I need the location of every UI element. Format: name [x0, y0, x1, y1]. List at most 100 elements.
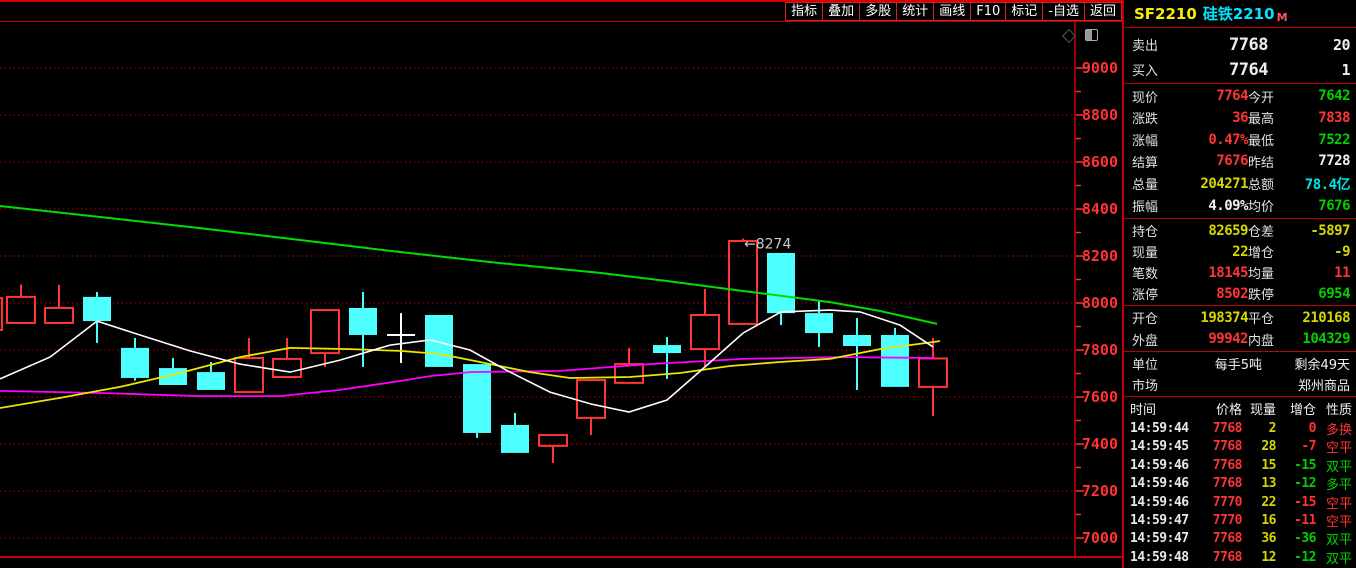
candle-body-down: [83, 296, 111, 322]
quote-label: 均量: [1248, 267, 1275, 282]
candle-body-down: [881, 334, 909, 387]
quote-value: 82659: [1208, 222, 1248, 239]
quote-label: 总额: [1248, 178, 1275, 194]
candle-body-down: [349, 307, 377, 335]
quote-label: 笔数: [1132, 267, 1159, 282]
ma-yellow: [0, 340, 941, 409]
tick-nature: 多换: [1325, 423, 1352, 438]
toolbar: 指标 叠加 多股 统计 画线 F10 标记 -自选 返回: [0, 0, 1122, 22]
info-value: 郑州商品: [1297, 379, 1350, 395]
tick-price: 7768: [1212, 531, 1243, 547]
quote-label: 跌停: [1248, 288, 1275, 303]
quote-label: 增仓: [1248, 246, 1275, 261]
toolbar-button-draw-line[interactable]: 画线: [933, 2, 972, 21]
quote-value: 99942: [1208, 331, 1248, 348]
candle-body-up: [234, 356, 264, 394]
tick-row: 14:59:46 7770 22 -15 空平: [1124, 493, 1356, 512]
quote-row: 笔数 18145 均量 11: [1124, 263, 1356, 283]
candle-body-up: [690, 313, 720, 351]
quote-value: 7676: [1318, 197, 1350, 214]
tick-nature: 空平: [1325, 514, 1352, 530]
quote-value: 7838: [1318, 109, 1350, 126]
tick-volume: 13: [1261, 476, 1276, 492]
quote-label: 现量: [1132, 246, 1159, 261]
tick-time: 14:59:44: [1130, 421, 1189, 436]
toolbar-button-watchlist[interactable]: -自选: [1042, 2, 1085, 21]
tick-time: 14:59:46: [1130, 494, 1189, 510]
quote-value: 104329: [1302, 331, 1350, 348]
y-axis-label: 9000: [1082, 59, 1118, 77]
toolbar-button-multi-stock[interactable]: 多股: [859, 2, 898, 21]
y-axis-label: 8400: [1082, 200, 1118, 218]
quote-label: 均价: [1248, 200, 1275, 216]
tick-position-change: -7: [1301, 439, 1316, 455]
quote-value: 7676: [1216, 153, 1248, 170]
info-label: 单位: [1132, 357, 1159, 373]
toolbar-button-indicator[interactable]: 指标: [785, 2, 824, 21]
quote-value: 22: [1232, 243, 1248, 260]
candle-body-up: [728, 239, 758, 325]
toolbar-button-back[interactable]: 返回: [1083, 2, 1122, 21]
bid-ask-block: 卖出 7768 20 买入 7764 1: [1124, 28, 1356, 84]
y-axis-label: 8800: [1082, 106, 1118, 124]
toolbar-button-statistics[interactable]: 统计: [896, 2, 935, 21]
contract-name: 硅铁2210: [1202, 5, 1275, 23]
quote-row: 涨幅 0.47% 最低 7522: [1124, 130, 1356, 150]
contract-info-section: 单位 每手5吨 剩余49天 市场 郑州商品: [1124, 352, 1356, 397]
kline-chart[interactable]: ←8274 9000 8800 8600 8400 8200 8000 7800 7600 740…: [0, 22, 1122, 568]
info-row: 单位 每手5吨 剩余49天: [1124, 353, 1356, 373]
bid-qty: 1: [1341, 60, 1350, 79]
quote-value: 204271: [1200, 175, 1248, 192]
tick-position-change: -12: [1294, 476, 1316, 492]
candle-body-down: [197, 372, 225, 390]
y-axis-label: 8600: [1082, 153, 1118, 171]
tick-position-change: -15: [1294, 457, 1316, 473]
tick-price: 7768: [1212, 457, 1243, 473]
tick-position-change: -11: [1294, 512, 1316, 528]
tick-table-header: 时间 价格 现量 增仓 性质: [1124, 397, 1356, 419]
high-price-label: ←8274: [744, 237, 791, 253]
tick-nature: 空平: [1325, 441, 1352, 457]
quote-value: 7764: [1216, 88, 1248, 105]
quote-value: -5897: [1310, 222, 1350, 239]
quote-label: 总量: [1132, 178, 1159, 194]
panel-layout-icon[interactable]: [1085, 29, 1098, 41]
candle-body-down: [463, 364, 491, 433]
tick-volume: 15: [1261, 457, 1276, 473]
toolbar-button-mark[interactable]: 标记: [1005, 2, 1044, 21]
toolbar-button-f10[interactable]: F10: [970, 2, 1007, 21]
tick-col-header: 现量: [1249, 402, 1276, 418]
tick-time: 14:59:47: [1130, 531, 1189, 547]
y-axis-label: 7600: [1082, 388, 1118, 406]
tick-position-change: -36: [1294, 531, 1316, 547]
tick-row: 14:59:47 7770 16 -11 空平: [1124, 511, 1356, 530]
ask-label: 卖出: [1132, 39, 1159, 54]
tick-col-header: 时间: [1130, 402, 1157, 418]
quote-value: 198374: [1200, 309, 1248, 326]
tick-nature: 多平: [1325, 478, 1352, 494]
quote-value: 6954: [1318, 285, 1350, 302]
quote-label: 振幅: [1132, 200, 1159, 216]
candle-body-up: [310, 309, 340, 355]
y-axis-label: 8200: [1082, 247, 1118, 265]
candle-body-up: [918, 357, 948, 388]
quote-row: 现量 22 增仓 -9: [1124, 242, 1356, 262]
tick-table[interactable]: 时间 价格 现量 增仓 性质 14:59:44 7768 2 0 多换 14:59:45 7768 2…: [1124, 397, 1356, 568]
quote-row: 振幅 4.09% 均价 7676: [1124, 196, 1356, 216]
quote-value: 210168: [1302, 309, 1350, 326]
quote-value: 7522: [1318, 131, 1350, 148]
candle-body-down: [653, 345, 681, 354]
quote-row: 涨停 8502 跌停 6954: [1124, 284, 1356, 304]
quote-label: 仓差: [1248, 225, 1275, 240]
quote-panel: SF2210 硅铁2210 M 卖出 7768 20 买入 7764 1 现价 7…: [1122, 0, 1356, 568]
quote-label: 最低: [1248, 134, 1275, 150]
tick-time: 14:59:46: [1130, 457, 1189, 473]
toolbar-button-overlay[interactable]: 叠加: [822, 2, 861, 21]
ask-price: 7768: [1229, 34, 1268, 55]
tick-price: 7768: [1212, 476, 1243, 492]
quote-row: 总量 204271 总额 78.4亿: [1124, 174, 1356, 194]
quote-label: 外盘: [1132, 333, 1159, 349]
tick-volume: 28: [1261, 439, 1276, 455]
quote-label: 今开: [1248, 90, 1275, 106]
y-axis-label: 8000: [1082, 294, 1118, 312]
